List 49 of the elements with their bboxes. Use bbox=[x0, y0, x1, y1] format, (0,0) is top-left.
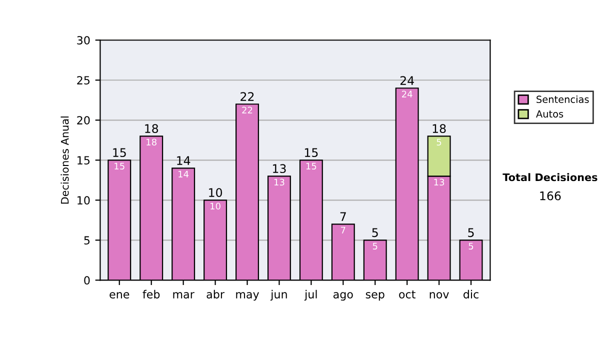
y-tick-label: 0 bbox=[84, 276, 90, 285]
y-tick-label: 15 bbox=[78, 156, 90, 165]
data-label: 5 bbox=[436, 138, 442, 146]
legend-label: Sentencias bbox=[536, 95, 589, 104]
data-label: 18 bbox=[146, 138, 156, 146]
y-tick-label: 20 bbox=[77, 116, 90, 125]
y-axis-title: Decisiones Anual bbox=[60, 116, 69, 204]
x-tick-label: feb bbox=[142, 290, 160, 298]
total-label: 5 bbox=[372, 228, 378, 238]
text: Total Decisiones bbox=[502, 173, 598, 182]
data-label: 24 bbox=[402, 90, 412, 98]
x-tick-label: oct bbox=[399, 290, 416, 298]
x-tick-label: dic bbox=[464, 290, 478, 298]
data-label: 5 bbox=[372, 242, 378, 250]
data-label: 13 bbox=[274, 178, 284, 186]
x-tick-label: nov bbox=[430, 292, 449, 298]
data-label: 13 bbox=[434, 178, 444, 186]
total-label: 24 bbox=[400, 76, 414, 85]
x-tick-label: ene bbox=[110, 292, 130, 298]
data-label: 10 bbox=[210, 202, 220, 210]
legend-label: Autos bbox=[536, 110, 564, 118]
total-label: 15 bbox=[113, 148, 126, 158]
total-label: 18 bbox=[145, 124, 158, 134]
total-label: 13 bbox=[273, 164, 286, 174]
total-label: 18 bbox=[432, 124, 446, 134]
y-tick-label: 10 bbox=[78, 196, 90, 205]
data-label: 14 bbox=[178, 170, 189, 178]
total-label: 15 bbox=[304, 148, 318, 158]
text: 166 bbox=[540, 191, 561, 200]
x-tick-label: abr bbox=[206, 290, 224, 298]
data-label: 15 bbox=[114, 162, 124, 170]
x-tick-label: jul bbox=[304, 290, 317, 301]
total-label: 5 bbox=[468, 228, 474, 238]
data-label: 5 bbox=[468, 242, 474, 250]
x-tick-label: sep bbox=[366, 292, 384, 301]
total-label: 14 bbox=[177, 156, 190, 165]
total-label: 22 bbox=[240, 92, 254, 101]
total-label: 7 bbox=[340, 212, 346, 221]
y-tick-label: 25 bbox=[77, 76, 90, 85]
y-tick-label: 5 bbox=[84, 236, 90, 245]
x-tick-label: jun bbox=[270, 290, 287, 301]
x-tick-label: may bbox=[236, 292, 260, 301]
y-tick-label: 30 bbox=[77, 36, 90, 44]
data-label: 15 bbox=[306, 162, 316, 170]
x-tick-label: mar bbox=[173, 292, 194, 298]
data-label: 7 bbox=[341, 226, 346, 234]
total-label: 10 bbox=[209, 188, 222, 198]
data-label: 22 bbox=[242, 106, 252, 114]
x-tick-label: ago bbox=[333, 292, 353, 301]
